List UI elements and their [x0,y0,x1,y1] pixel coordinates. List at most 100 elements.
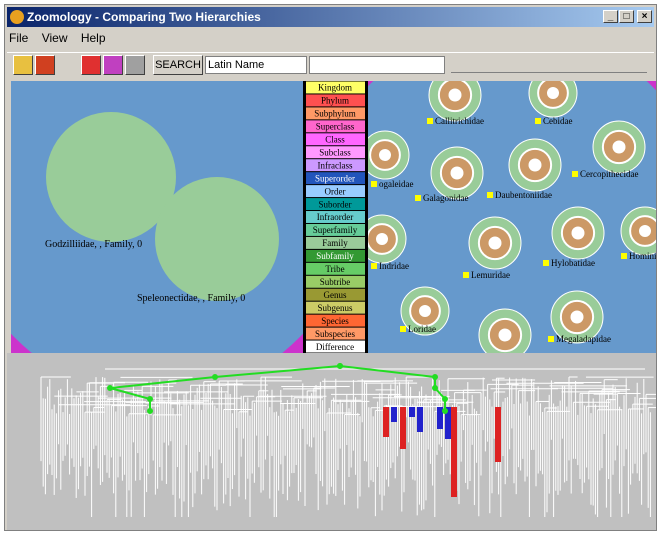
compare-button[interactable] [81,55,101,75]
highlight-node [442,408,448,414]
node-label: Hylobatidae [551,258,595,268]
legend-label: Family [322,238,348,248]
legend-label: Superorder [315,173,355,183]
viewport: Godzilliidae, , Family, 0 Speleonectidae,… [7,81,657,530]
taxon-core [498,328,512,342]
right-view: Callitrichidae Cebidae ogaleidae Cercopithe… [368,81,657,353]
legend-swatch [306,198,365,211]
label-marker [463,272,469,278]
difference-bar [417,407,423,432]
highlight-node [147,396,153,402]
field-select[interactable]: Latin Name [205,56,307,74]
legend-label: Subclass [319,147,351,157]
legend-swatch [306,340,365,353]
search-input[interactable] [309,56,445,74]
tree-button[interactable] [125,55,145,75]
taxon-core [547,87,559,99]
taxon-core [379,149,391,161]
menu-bar: File View Help [9,31,116,49]
home-button[interactable] [35,55,55,75]
root-circle [368,81,656,353]
legend-label: Subfamily [316,251,354,261]
highlight-node [147,408,153,414]
legend-swatch [306,262,365,275]
taxon-core [488,236,502,250]
node-label: Speleonectidae, , Family, 0 [137,293,245,304]
taxon-core [450,166,464,180]
label-marker [371,263,377,269]
legend-label: Tribe [325,264,344,274]
legend-swatch [306,81,365,94]
node-label: Cebidae [543,116,573,126]
family-circle [46,112,176,242]
menu-item[interactable]: View [41,31,68,45]
legend-swatch [306,185,365,198]
legend-label: Difference [316,342,354,352]
legend-swatch [306,94,365,107]
toolbar: SEARCH Latin Name [7,52,654,77]
legend-swatch [306,146,365,159]
label-marker [548,336,554,342]
legend-swatch [306,249,365,262]
legend-label: Infraorder [317,212,353,222]
left-view: Godzilliidae, , Family, 0 Speleonectidae,… [11,81,303,353]
legend-label: Class [325,135,345,145]
app-icon [10,10,24,24]
legend-label: Subphylum [314,109,356,119]
taxon-core [528,158,542,172]
label-marker [427,118,433,124]
zoom-slider[interactable] [451,58,647,73]
legend-swatch [306,211,365,223]
taxon-core [571,226,585,240]
highlight-node [432,374,438,380]
node-label: Megaladapidae [556,334,611,344]
open-button[interactable] [13,55,33,75]
node-label: Loridae [408,324,436,334]
menu-item[interactable]: File [9,31,29,45]
search-button[interactable]: SEARCH [153,55,203,75]
legend-label: Order [325,186,346,196]
legend-swatch [306,288,365,301]
label-marker [572,171,578,177]
legend-swatch [306,236,365,249]
color-button[interactable] [103,55,123,75]
label-marker [543,260,549,266]
legend-label: Subgenus [317,303,353,313]
menu-item[interactable]: Help [80,31,106,45]
node-label: Cercopithecidae [580,169,638,179]
label-marker [621,253,627,259]
legend-label: Superclass [316,122,355,132]
legend-swatch [306,301,365,314]
taxon-core [448,88,462,102]
highlight-node [212,374,218,380]
node-label: Homini [629,251,657,261]
node-label: Callitrichidae [435,116,484,126]
node-label: Lemuridae [471,270,510,280]
legend-label: Suborder [319,199,352,209]
difference-bar [391,407,397,422]
label-marker [487,192,493,198]
maximize-button[interactable]: □ [619,10,634,23]
difference-bar [445,407,451,439]
taxon-core [639,225,651,237]
minimize-button[interactable]: _ [603,10,618,23]
taxon-core [376,233,388,245]
legend-swatch [306,159,365,172]
label-marker [371,181,377,187]
close-button[interactable]: × [637,10,652,23]
legend-swatch [306,314,365,327]
node-label: Galagonidae [423,193,468,203]
legend-swatch [306,120,365,133]
tree [40,368,656,517]
taxon-core [419,305,431,317]
node-label: ogaleidae [379,179,413,189]
field-select-value: Latin Name [208,59,265,71]
taxon-core [612,140,626,154]
difference-bar [409,407,415,417]
label-marker [535,118,541,124]
title-bar: Zoomology - Comparing Two Hierarchies _ … [7,7,654,27]
legend-swatch [306,107,365,120]
legend-label: Species [321,316,349,326]
highlight-node [442,396,448,402]
app-window: Zoomology - Comparing Two Hierarchies _ … [4,4,657,531]
